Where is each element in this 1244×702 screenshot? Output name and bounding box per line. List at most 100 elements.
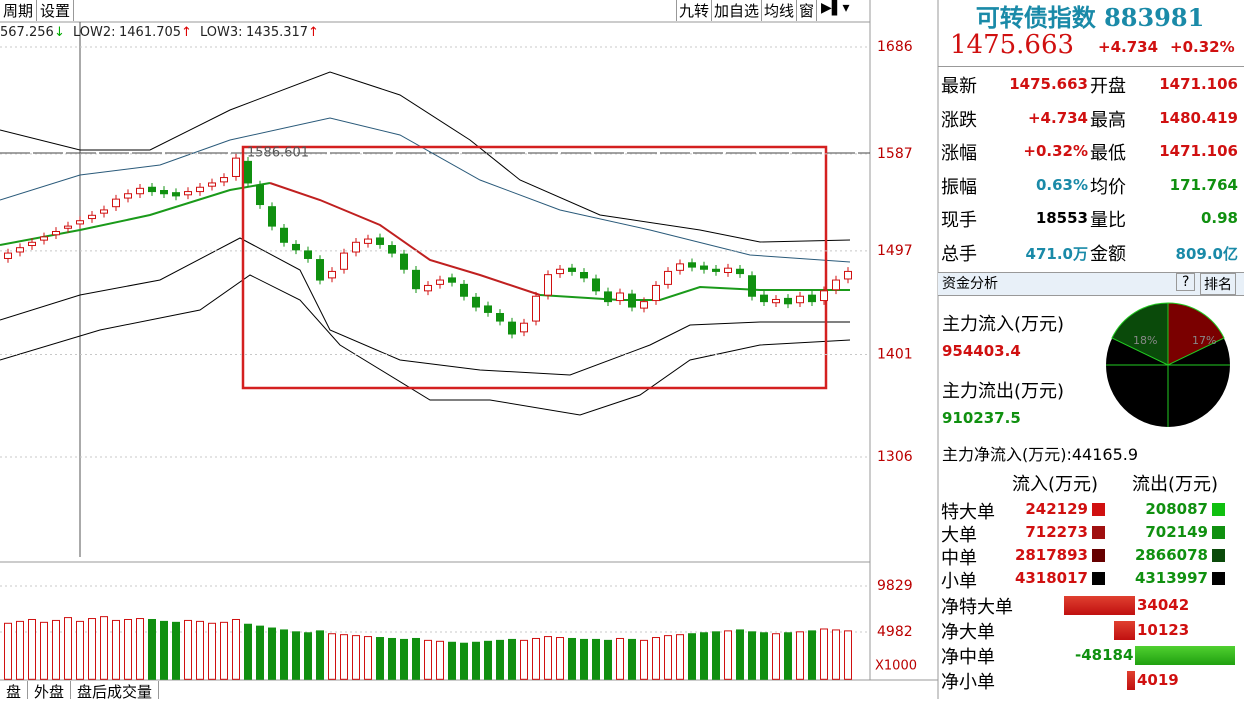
outflow-swatch (1212, 503, 1225, 516)
candle-body (844, 270, 852, 280)
candle-body (808, 294, 816, 303)
quote-value: 1471.106 (1159, 75, 1238, 93)
quote-value: 1471.106 (1159, 142, 1238, 160)
rank-button[interactable]: 排名 (1200, 273, 1236, 295)
toolbar-button[interactable]: 均线 (761, 0, 796, 21)
volume-bar (256, 625, 264, 680)
volume-bar (460, 642, 468, 680)
volume-bar (16, 620, 24, 680)
toolbar-button[interactable]: 设置 (37, 0, 75, 21)
y-tick-label: 1497 (877, 243, 913, 259)
inflow-swatch (1092, 526, 1105, 539)
volume-bar (604, 639, 612, 680)
candle-body (268, 206, 276, 227)
candle-body (256, 184, 264, 206)
help-button[interactable]: ? (1176, 273, 1196, 291)
quote-value: 1475.663 (1009, 75, 1088, 93)
quote-label: 均价 (1090, 176, 1126, 198)
volume-bar (316, 630, 324, 680)
volume-bar (220, 621, 228, 680)
volume-bar (436, 640, 444, 680)
volume-bar (556, 637, 564, 680)
volume-bar (76, 620, 84, 680)
candle-body (568, 267, 576, 272)
candle-body (556, 268, 564, 275)
volume-bar (760, 632, 768, 680)
quote-label: 金额 (1090, 243, 1126, 265)
candle-body (208, 182, 216, 187)
candle-body (328, 270, 336, 279)
candle-body (64, 225, 72, 229)
tab[interactable]: 外盘 (28, 681, 72, 701)
security-name: 可转债指数 883981 (975, 3, 1205, 32)
candle-body (820, 290, 828, 302)
tab[interactable]: 盘 (0, 681, 29, 701)
candle-body (184, 191, 192, 196)
volume-bar (520, 639, 528, 680)
candle-body (100, 209, 108, 214)
inflow: 2817893 (1014, 546, 1088, 564)
volume-bar (640, 639, 648, 680)
toolbar-button[interactable]: 窗 (796, 0, 816, 21)
volume-bar (412, 637, 420, 680)
y-tick-label: 1686 (877, 39, 913, 55)
net-value: -48184 (1075, 646, 1134, 664)
volume-bar (112, 619, 120, 680)
volume-bar (544, 636, 552, 680)
volume-bar (424, 639, 432, 680)
candle-body (160, 190, 168, 195)
inflow: 242129 (1025, 500, 1088, 518)
volume-bar (40, 621, 48, 680)
net-value: 4019 (1137, 671, 1179, 689)
candle-body (796, 295, 804, 304)
candle-body (724, 267, 732, 273)
tab[interactable]: 盘后成交量 (71, 681, 160, 701)
volume-bar (748, 631, 756, 680)
quote-value: 0.98 (1200, 209, 1238, 227)
quote-value: 809.0亿 (1175, 244, 1238, 263)
candle-body (652, 284, 660, 302)
volume-bar (280, 629, 288, 680)
candle-body (388, 245, 396, 254)
net-bar (1135, 646, 1235, 665)
toolbar-button[interactable]: 周期 (0, 0, 38, 21)
volume-bar (196, 620, 204, 680)
volume-bar (352, 635, 360, 680)
quote-label: 量比 (1090, 210, 1126, 231)
volume-bar (88, 618, 96, 680)
quote-label: 最低 (1090, 143, 1126, 164)
candle-body (784, 297, 792, 305)
candle-body (364, 238, 372, 244)
y-tick-label: 1401 (877, 347, 913, 363)
volume-bar (100, 616, 108, 680)
indicator-arrow: ↑ (308, 25, 319, 40)
candle-body (400, 253, 408, 270)
volume-bar (292, 631, 300, 680)
outflow-swatch (1212, 549, 1225, 562)
volume-bar (844, 630, 852, 680)
toolbar-icon[interactable]: ▶▌▾ (816, 0, 854, 21)
toolbar-button[interactable]: 加自选 (711, 0, 761, 21)
quote-value: 18553 (1035, 209, 1088, 227)
toolbar-button[interactable]: 九转 (676, 0, 711, 21)
quote-label: 总手 (941, 243, 977, 265)
volume-bar (724, 630, 732, 680)
volume-bar (496, 639, 504, 680)
volume-bar (268, 627, 276, 680)
flow-label: 特大单 (941, 502, 995, 523)
candle-body (472, 296, 480, 308)
candle-body (304, 250, 312, 259)
indicator-label: LOW3: (200, 25, 243, 40)
volume-bar (532, 637, 540, 680)
volume-bar (340, 634, 348, 680)
main-in-label: 主力流入(万元) (942, 314, 1065, 335)
pie-slice (1111, 302, 1169, 366)
candle-body (496, 313, 504, 322)
candle-body (460, 283, 468, 297)
candle-body (592, 278, 600, 292)
volume-bar (772, 633, 780, 680)
candle-body (232, 157, 240, 177)
volume-bar (508, 638, 516, 680)
candle-body (52, 231, 60, 236)
